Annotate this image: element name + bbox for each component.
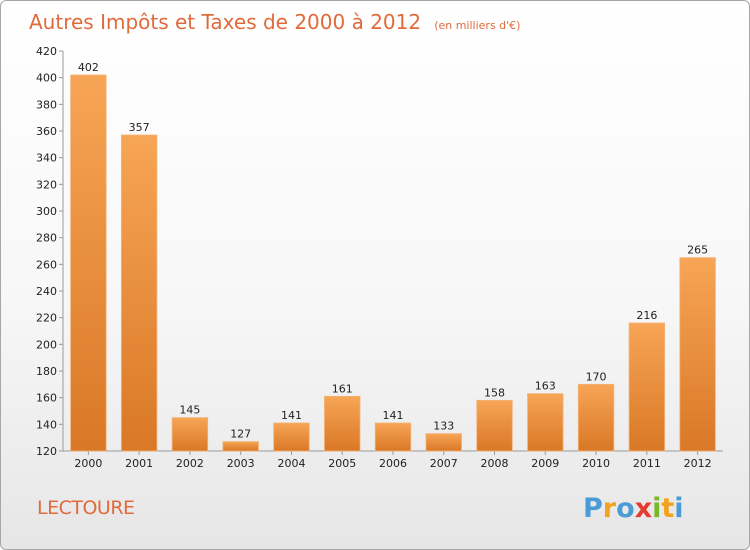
y-tick-label: 320 <box>36 178 57 191</box>
logo-letter: t <box>661 493 674 524</box>
bar-2012 <box>679 257 716 452</box>
bar-2009 <box>527 393 564 452</box>
x-tick-label-2000: 2000 <box>74 457 102 470</box>
x-tick-label-2009: 2009 <box>531 457 559 470</box>
x-axis: 2000 2001 2002 2003 2004 2005 2006 2007 2008 2009… <box>63 450 723 470</box>
bar-2001 <box>120 134 158 452</box>
y-tick-label: 140 <box>36 418 57 431</box>
data-label-2007: 133 <box>433 420 454 433</box>
data-label-2011: 216 <box>636 309 657 322</box>
data-label-2008: 158 <box>484 386 505 399</box>
x-tick-label-2002: 2002 <box>176 457 204 470</box>
y-tick-label: 400 <box>36 72 57 85</box>
bar-2003 <box>222 441 259 452</box>
data-label-2004: 141 <box>281 409 302 422</box>
y-axis: 120 140 160 180 200 220 240 260 280 300 320 340 360 3… <box>36 45 64 458</box>
chart-title-group: Autres Impôts et Taxes de 2000 à 2012 (e… <box>29 10 520 34</box>
x-tick-label-2005: 2005 <box>328 457 356 470</box>
y-tick-label: 340 <box>36 152 57 165</box>
x-tick-label-2007: 2007 <box>430 457 458 470</box>
y-tick-label: 360 <box>36 125 57 138</box>
y-tick-label: 200 <box>36 338 57 351</box>
x-tick-label-2010: 2010 <box>582 457 610 470</box>
y-tick-label: 120 <box>36 445 57 458</box>
data-label-2010: 170 <box>586 370 607 383</box>
logo-letter: i <box>674 493 683 524</box>
data-label-2002: 145 <box>179 404 200 417</box>
data-label-2006: 141 <box>383 409 404 422</box>
data-label-2003: 127 <box>230 428 251 441</box>
bar-2000 <box>70 74 107 452</box>
y-tick-label: 300 <box>36 205 57 218</box>
chart-title: Autres Impôts et Taxes de 2000 à 2012 <box>29 10 421 34</box>
logo-letter: i <box>652 493 661 524</box>
data-label-2001: 357 <box>129 121 150 134</box>
x-tick-label-2008: 2008 <box>481 457 509 470</box>
bar-2008 <box>476 399 513 452</box>
data-label-2009: 163 <box>535 380 556 393</box>
bar-2002 <box>171 417 209 452</box>
data-label-2005: 161 <box>332 382 353 395</box>
data-label-2000: 402 <box>78 61 99 74</box>
bar-2011 <box>628 322 666 452</box>
x-tick-label-2003: 2003 <box>227 457 255 470</box>
logo-letter: P <box>583 493 603 524</box>
x-tick-label-2011: 2011 <box>633 457 661 470</box>
logo-letter: o <box>616 493 635 524</box>
logo-letter: r <box>603 493 617 524</box>
y-tick-label: 420 <box>36 45 57 58</box>
x-tick-label-2012: 2012 <box>684 457 712 470</box>
y-tick-label: 260 <box>36 258 57 271</box>
y-tick-label: 280 <box>36 232 57 245</box>
bar-2006 <box>374 422 412 452</box>
bars: 402 357 145 127 141 161 141 133 158 163 170 216 265 <box>70 61 716 452</box>
chart-subtitle: (en milliers d'€) <box>434 19 520 32</box>
commune-name: LECTOURE <box>37 497 135 519</box>
bar-2005 <box>324 395 361 452</box>
data-label-2012: 265 <box>687 244 708 257</box>
y-tick-label: 240 <box>36 285 57 298</box>
bar-2010 <box>577 383 615 452</box>
bar-2007 <box>425 433 462 452</box>
y-tick-label: 180 <box>36 365 57 378</box>
logo-letter: x <box>635 493 652 524</box>
proxiti-logo: Proxiti <box>583 493 684 524</box>
bar-2004 <box>273 422 310 452</box>
y-tick-label: 220 <box>36 312 57 325</box>
x-tick-label-2006: 2006 <box>379 457 407 470</box>
y-tick-label: 160 <box>36 392 57 405</box>
y-tick-label: 380 <box>36 98 57 111</box>
x-tick-label-2004: 2004 <box>277 457 305 470</box>
x-tick-label-2001: 2001 <box>125 457 153 470</box>
